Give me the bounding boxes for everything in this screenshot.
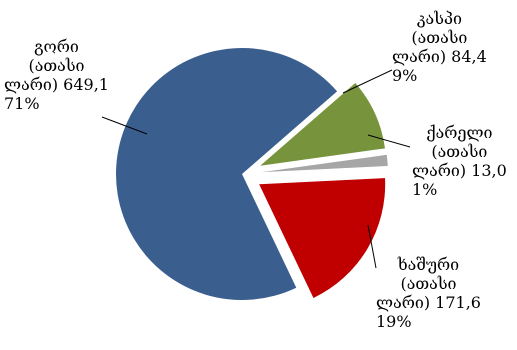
label-khashuri-line3: ლარი) 171,6 [376,293,481,312]
label-gori-line1: გორი [34,37,79,56]
label-kareli: ქარელი (ათასი ლარი) 13,0 1% [412,123,507,199]
label-kareli-percent: 1% [412,180,438,199]
leader-line-khashuri [367,224,377,269]
leader-line-gori [101,116,148,135]
label-khashuri-line1: ხაშური [397,255,460,274]
label-kaspi-line1: კასპი [416,9,462,28]
label-kareli-line3: ლარი) 13,0 [412,161,507,180]
label-khashuri-percent: 19% [376,312,412,331]
label-khashuri-line2: (ათასი [400,274,457,293]
label-kaspi-percent: 9% [392,66,418,85]
leader-line-kaspi [342,69,393,94]
label-gori-percent: 71% [4,94,40,113]
label-kaspi-line3: ლარი) 84,4 [392,47,487,66]
leader-line-kareli [367,134,411,148]
label-gori-line2: (ათასი [28,56,85,75]
label-gori-line3: ლარი) 649,1 [4,75,109,94]
label-khashuri: ხაშური (ათასი ლარი) 171,6 19% [376,255,481,331]
pie-slice-kareli [261,154,388,173]
pie-slice-gori [115,48,338,301]
label-kareli-line2: (ათასი [431,142,488,161]
label-kaspi-line2: (ათასი [411,28,468,47]
pie-slice-khashuri [259,178,386,298]
label-gori: გორი (ათასი ლარი) 649,1 71% [4,37,109,113]
label-kaspi: კასპი (ათასი ლარი) 84,4 9% [392,9,487,85]
pie-slice-kaspi [260,83,386,166]
label-kareli-line1: ქარელი [426,123,493,142]
